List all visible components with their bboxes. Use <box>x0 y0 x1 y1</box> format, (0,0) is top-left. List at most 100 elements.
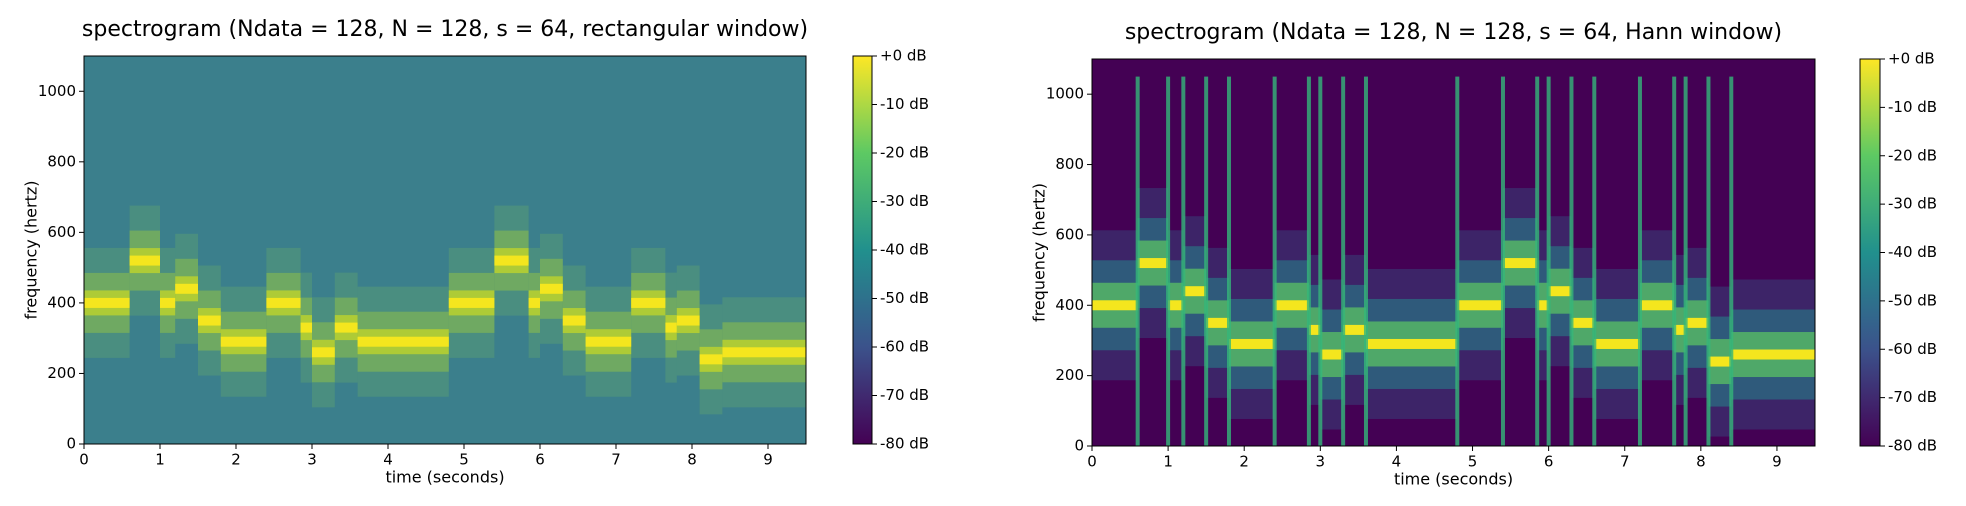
colorbar-tick-label: -10 dB <box>1888 98 1937 116</box>
x-tick-label: 3 <box>1316 453 1326 471</box>
chart-title: spectrogram (Ndata = 128, N = 128, s = 6… <box>82 17 808 42</box>
y-axis-label: frequency (hertz) <box>1030 183 1049 322</box>
y-tick-label: 200 <box>1055 366 1084 384</box>
x-axis-label: time (seconds) <box>385 468 504 487</box>
transition-streak <box>1592 76 1597 446</box>
x-tick-label: 0 <box>79 451 89 469</box>
transition-streak <box>1204 76 1209 446</box>
band <box>585 336 632 347</box>
band <box>631 297 666 308</box>
band <box>312 347 335 358</box>
transition-streak <box>1569 76 1574 446</box>
x-tick-label: 4 <box>1392 453 1402 471</box>
x-tick-label: 0 <box>1087 453 1097 471</box>
band <box>1320 349 1344 360</box>
y-tick-label: 600 <box>47 223 76 241</box>
band <box>357 336 449 347</box>
colorbar-tick-label: -80 dB <box>1888 437 1937 455</box>
colorbar-tick-label: +0 dB <box>880 47 927 65</box>
band <box>84 297 130 308</box>
transition-streak <box>1706 76 1711 446</box>
transition-streak <box>1546 76 1551 446</box>
plot-area <box>1092 76 1815 446</box>
colorbar-tick-label: -20 dB <box>880 144 929 162</box>
x-tick-label: 4 <box>383 451 393 469</box>
colorbar <box>852 55 873 445</box>
transition-streak <box>1181 76 1186 446</box>
transition-streak <box>1135 76 1140 446</box>
colorbar-tick-label: -50 dB <box>880 289 929 307</box>
transition-streak <box>1729 76 1734 446</box>
band <box>1274 300 1309 311</box>
transition-streak <box>1341 76 1346 446</box>
band <box>1168 300 1184 311</box>
band <box>528 297 540 308</box>
colorbar <box>1859 58 1881 447</box>
colorbar-tick-label: -70 dB <box>1888 388 1937 406</box>
y-tick-label: 400 <box>1055 296 1084 314</box>
y-tick-label: 1000 <box>38 82 76 100</box>
band <box>1365 338 1458 349</box>
band <box>334 322 358 333</box>
x-axis-label: time (seconds) <box>1394 470 1513 489</box>
transition-streak <box>1683 76 1688 446</box>
band <box>676 315 700 326</box>
transition-streak <box>1272 76 1277 446</box>
colorbar-tick-label: -20 dB <box>1888 146 1937 164</box>
transition-streak <box>1500 76 1505 446</box>
transition-streak <box>1455 76 1460 446</box>
y-tick-label: 400 <box>47 293 76 311</box>
band <box>1092 300 1138 311</box>
band <box>1457 300 1503 311</box>
x-tick-label: 2 <box>231 451 241 469</box>
band <box>494 255 529 266</box>
colorbar-tick-label: -30 dB <box>1888 195 1937 213</box>
x-tick-label: 6 <box>1544 453 1554 471</box>
band <box>448 297 495 308</box>
transition-streak <box>1166 76 1171 446</box>
plot-frame <box>83 55 807 445</box>
band <box>1137 258 1169 269</box>
colorbar-tick-label: -40 dB <box>880 241 929 259</box>
x-tick-label: 3 <box>307 451 317 469</box>
x-tick-label: 8 <box>687 451 697 469</box>
band <box>540 283 563 294</box>
band <box>1548 286 1572 297</box>
transition-streak <box>1226 76 1231 446</box>
x-tick-label: 8 <box>1696 453 1706 471</box>
colorbar-tick-label: -70 dB <box>880 386 929 404</box>
transition-streak <box>1363 76 1368 446</box>
colorbar-tick-label: -50 dB <box>1888 291 1937 309</box>
transition-streak <box>1672 76 1677 446</box>
transition-streak <box>1535 76 1540 446</box>
y-tick-label: 600 <box>1055 225 1084 243</box>
band <box>1206 317 1229 328</box>
x-tick-label: 6 <box>535 451 545 469</box>
band <box>300 322 312 333</box>
band <box>699 354 723 365</box>
band <box>1674 324 1686 335</box>
band <box>665 322 677 333</box>
band <box>1731 349 1815 360</box>
band <box>160 297 176 308</box>
band <box>129 255 160 266</box>
band <box>1228 338 1275 349</box>
plot-frame <box>1091 58 1816 447</box>
colorbar-tick-label: -10 dB <box>880 95 929 113</box>
y-tick-label: 0 <box>1074 437 1084 455</box>
colorbar-tick-label: -60 dB <box>880 338 929 356</box>
x-tick-label: 7 <box>1620 453 1630 471</box>
plot-area <box>84 205 806 415</box>
y-tick-label: 800 <box>47 152 76 170</box>
chart-title: spectrogram (Ndata = 128, N = 128, s = 6… <box>1125 20 1782 45</box>
band <box>1502 258 1538 269</box>
y-tick-label: 1000 <box>1046 85 1084 103</box>
band <box>1571 317 1595 328</box>
y-tick-label: 800 <box>1055 155 1084 173</box>
band <box>1685 317 1709 328</box>
x-tick-label: 1 <box>1163 453 1173 471</box>
colorbar-tick-label: -80 dB <box>880 435 929 453</box>
y-axis-label: frequency (hertz) <box>22 180 41 319</box>
band <box>198 315 221 326</box>
